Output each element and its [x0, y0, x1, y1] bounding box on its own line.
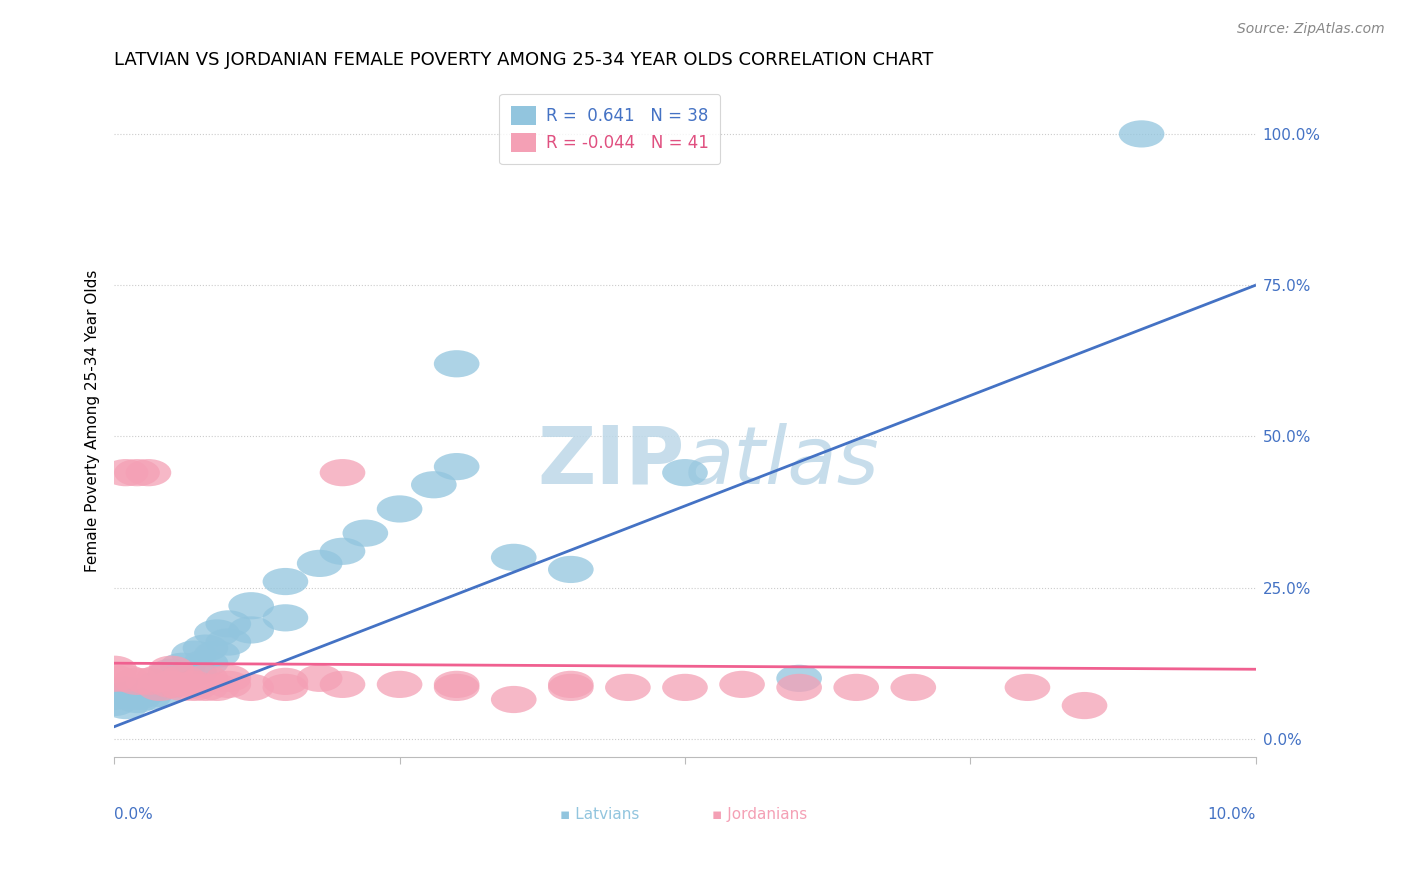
Ellipse shape — [103, 459, 149, 486]
Ellipse shape — [548, 673, 593, 701]
Ellipse shape — [263, 668, 308, 695]
Ellipse shape — [297, 665, 343, 692]
Ellipse shape — [662, 673, 707, 701]
Ellipse shape — [172, 671, 217, 698]
Ellipse shape — [160, 673, 205, 701]
Text: 10.0%: 10.0% — [1208, 807, 1256, 822]
Ellipse shape — [720, 671, 765, 698]
Ellipse shape — [263, 568, 308, 595]
Y-axis label: Female Poverty Among 25-34 Year Olds: Female Poverty Among 25-34 Year Olds — [86, 270, 100, 573]
Ellipse shape — [114, 668, 160, 695]
Ellipse shape — [228, 616, 274, 643]
Ellipse shape — [183, 673, 228, 701]
Ellipse shape — [183, 665, 228, 692]
Ellipse shape — [183, 634, 228, 662]
Text: ▪ Latvians: ▪ Latvians — [560, 807, 640, 822]
Ellipse shape — [834, 673, 879, 701]
Ellipse shape — [319, 538, 366, 565]
Ellipse shape — [548, 556, 593, 583]
Ellipse shape — [160, 665, 205, 692]
Ellipse shape — [160, 653, 205, 680]
Text: Source: ZipAtlas.com: Source: ZipAtlas.com — [1237, 22, 1385, 37]
Ellipse shape — [103, 677, 149, 704]
Ellipse shape — [205, 665, 252, 692]
Ellipse shape — [149, 671, 194, 698]
Ellipse shape — [491, 544, 537, 571]
Ellipse shape — [319, 459, 366, 486]
Text: ZIP: ZIP — [537, 423, 685, 500]
Ellipse shape — [377, 671, 422, 698]
Ellipse shape — [91, 689, 136, 716]
Ellipse shape — [125, 683, 172, 710]
Ellipse shape — [125, 668, 172, 695]
Ellipse shape — [91, 665, 136, 692]
Ellipse shape — [491, 686, 537, 713]
Ellipse shape — [205, 629, 252, 656]
Ellipse shape — [114, 683, 160, 710]
Ellipse shape — [136, 665, 183, 692]
Ellipse shape — [548, 671, 593, 698]
Ellipse shape — [228, 673, 274, 701]
Ellipse shape — [160, 665, 205, 692]
Ellipse shape — [172, 658, 217, 686]
Ellipse shape — [194, 619, 240, 647]
Ellipse shape — [149, 658, 194, 686]
Ellipse shape — [263, 604, 308, 632]
Text: ▪ Jordanians: ▪ Jordanians — [711, 807, 807, 822]
Ellipse shape — [890, 673, 936, 701]
Ellipse shape — [136, 680, 183, 707]
Ellipse shape — [434, 351, 479, 377]
Ellipse shape — [103, 692, 149, 719]
Ellipse shape — [136, 673, 183, 701]
Ellipse shape — [149, 656, 194, 683]
Ellipse shape — [114, 686, 160, 713]
Ellipse shape — [662, 459, 707, 486]
Ellipse shape — [343, 519, 388, 547]
Ellipse shape — [1119, 120, 1164, 147]
Ellipse shape — [183, 649, 228, 677]
Ellipse shape — [205, 671, 252, 698]
Ellipse shape — [434, 453, 479, 480]
Text: 0.0%: 0.0% — [114, 807, 153, 822]
Ellipse shape — [91, 656, 136, 683]
Text: atlas: atlas — [685, 423, 880, 500]
Ellipse shape — [377, 495, 422, 523]
Ellipse shape — [136, 671, 183, 698]
Ellipse shape — [172, 640, 217, 668]
Ellipse shape — [114, 459, 160, 486]
Ellipse shape — [149, 671, 194, 698]
Ellipse shape — [103, 665, 149, 692]
Text: LATVIAN VS JORDANIAN FEMALE POVERTY AMONG 25-34 YEAR OLDS CORRELATION CHART: LATVIAN VS JORDANIAN FEMALE POVERTY AMON… — [114, 51, 934, 69]
Legend: R =  0.641   N = 38, R = -0.044   N = 41: R = 0.641 N = 38, R = -0.044 N = 41 — [499, 94, 720, 164]
Ellipse shape — [776, 665, 823, 692]
Ellipse shape — [776, 673, 823, 701]
Ellipse shape — [263, 673, 308, 701]
Ellipse shape — [297, 549, 343, 577]
Ellipse shape — [91, 683, 136, 710]
Ellipse shape — [319, 671, 366, 698]
Ellipse shape — [605, 673, 651, 701]
Ellipse shape — [205, 610, 252, 638]
Ellipse shape — [194, 673, 240, 701]
Ellipse shape — [228, 592, 274, 619]
Ellipse shape — [434, 673, 479, 701]
Ellipse shape — [194, 640, 240, 668]
Ellipse shape — [125, 459, 172, 486]
Ellipse shape — [434, 671, 479, 698]
Ellipse shape — [1005, 673, 1050, 701]
Ellipse shape — [125, 677, 172, 704]
Ellipse shape — [411, 471, 457, 499]
Ellipse shape — [1062, 692, 1108, 719]
Ellipse shape — [172, 673, 217, 701]
